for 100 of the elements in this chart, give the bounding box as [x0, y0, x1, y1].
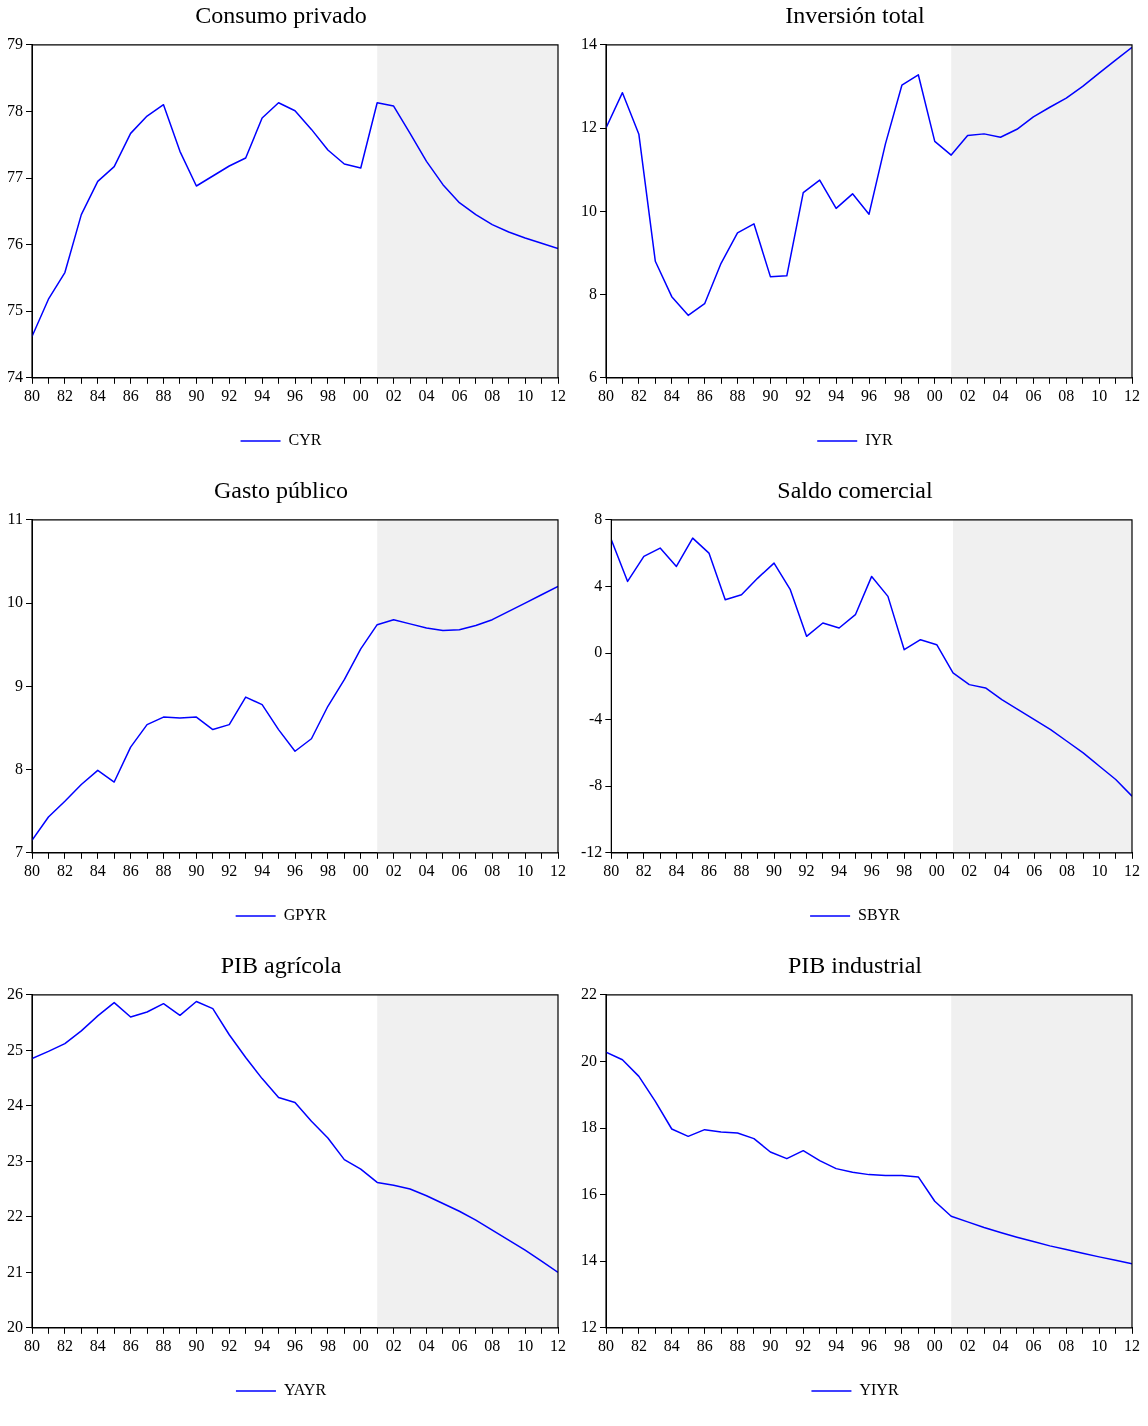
x-tick-label: 08 [484, 386, 501, 404]
y-tick-label: 21 [7, 1262, 23, 1280]
x-tick-label: 12 [1124, 386, 1140, 404]
legend-label: IYR [865, 431, 894, 449]
y-tick-label: 26 [7, 985, 23, 1002]
x-tick-label: 00 [352, 861, 369, 879]
x-tick-label: 88 [155, 386, 172, 404]
x-tick-label: 90 [766, 861, 783, 879]
x-tick-label: 94 [828, 1336, 845, 1354]
x-tick-label: 86 [122, 386, 139, 404]
y-tick-label: -4 [589, 709, 603, 727]
y-tick-label: 79 [7, 35, 23, 52]
y-tick-label: 18 [581, 1118, 597, 1136]
x-tick-label: 96 [861, 386, 877, 404]
x-tick-label: 98 [893, 386, 910, 404]
y-tick-label: 8 [594, 510, 603, 527]
x-tick-label: 04 [418, 861, 435, 879]
y-tick-label: -8 [589, 776, 603, 794]
y-tick-label: 12 [581, 118, 597, 136]
x-tick-label: 96 [287, 1336, 303, 1354]
x-tick-label: 98 [319, 1336, 336, 1354]
x-tick-label: 06 [451, 1336, 468, 1354]
x-tick-label: 84 [663, 1336, 680, 1354]
x-tick-label: 08 [1058, 861, 1075, 879]
x-tick-label: 92 [795, 386, 812, 404]
y-tick-label: -12 [581, 843, 603, 860]
x-tick-label: 94 [254, 861, 271, 879]
x-tick-label: 10 [517, 386, 534, 404]
y-tick-label: 20 [7, 1318, 23, 1335]
x-tick-label: 08 [1058, 1336, 1075, 1354]
x-tick-label: 84 [89, 1336, 106, 1354]
x-tick-label: 88 [729, 386, 746, 404]
y-tick-label: 7 [15, 843, 23, 860]
x-tick-label: 96 [863, 861, 880, 879]
x-tick-label: 10 [1091, 386, 1108, 404]
x-tick-label: 06 [451, 386, 468, 404]
x-tick-label: 12 [550, 1336, 566, 1354]
x-tick-label: 04 [418, 386, 435, 404]
x-tick-label: 82 [56, 386, 73, 404]
y-tick-label: 8 [589, 284, 597, 302]
x-tick-label: 82 [56, 861, 73, 879]
x-tick-label: 00 [926, 1336, 943, 1354]
x-tick-label: 04 [992, 386, 1009, 404]
x-tick-label: 96 [287, 386, 303, 404]
y-tick-label: 75 [7, 301, 23, 319]
x-tick-label: 02 [385, 386, 402, 404]
y-tick-label: 12 [581, 1318, 597, 1335]
x-tick-label: 10 [1091, 1336, 1108, 1354]
x-tick-label: 96 [861, 1336, 877, 1354]
x-tick-label: 02 [959, 386, 976, 404]
x-tick-label: 80 [603, 861, 620, 879]
x-tick-label: 90 [188, 1336, 205, 1354]
x-tick-label: 98 [319, 386, 336, 404]
legend-label: YIYR [859, 1381, 899, 1399]
x-tick-label: 94 [828, 386, 845, 404]
y-tick-label: 25 [7, 1040, 23, 1058]
x-tick-label: 80 [24, 861, 40, 879]
x-tick-label: 88 [733, 861, 750, 879]
x-tick-label: 10 [1091, 861, 1108, 879]
y-tick-label: 78 [7, 101, 23, 119]
x-tick-label: 92 [221, 386, 238, 404]
x-tick-label: 86 [696, 386, 713, 404]
y-tick-label: 11 [7, 510, 23, 527]
x-tick-label: 84 [663, 386, 680, 404]
legend-label: SBYR [858, 906, 901, 924]
y-tick-label: 14 [581, 1251, 597, 1269]
x-tick-label: 92 [221, 861, 238, 879]
x-tick-label: 04 [418, 1336, 435, 1354]
x-tick-label: 12 [1124, 1336, 1140, 1354]
x-tick-label: 02 [385, 1336, 402, 1354]
y-tick-label: 76 [7, 234, 23, 252]
x-tick-label: 90 [188, 861, 205, 879]
x-tick-label: 80 [598, 386, 614, 404]
x-tick-label: 00 [352, 1336, 369, 1354]
x-tick-label: 92 [798, 861, 815, 879]
x-tick-label: 94 [254, 1336, 271, 1354]
y-tick-label: 16 [581, 1184, 597, 1202]
x-tick-label: 10 [517, 1336, 534, 1354]
x-tick-label: 82 [56, 1336, 73, 1354]
x-tick-label: 08 [484, 1336, 501, 1354]
x-tick-label: 84 [668, 861, 685, 879]
x-tick-label: 94 [831, 861, 848, 879]
x-tick-label: 96 [287, 861, 303, 879]
x-tick-label: 84 [89, 861, 106, 879]
y-tick-label: 4 [594, 576, 603, 594]
chart-title: Saldo comercial [777, 476, 933, 503]
x-tick-label: 92 [221, 1336, 238, 1354]
chart-title: PIB agrícola [220, 951, 342, 978]
x-tick-label: 82 [635, 861, 652, 879]
x-tick-label: 84 [89, 386, 106, 404]
chart-title: Gasto público [214, 476, 348, 503]
y-tick-label: 9 [15, 676, 23, 694]
y-tick-label: 77 [7, 168, 23, 186]
legend-label: GPYR [283, 906, 327, 924]
x-tick-label: 06 [1025, 386, 1042, 404]
x-tick-label: 98 [893, 1336, 910, 1354]
x-tick-label: 98 [896, 861, 913, 879]
x-tick-label: 86 [700, 861, 717, 879]
chart-title: Inversión total [785, 1, 925, 28]
x-tick-label: 86 [696, 1336, 713, 1354]
